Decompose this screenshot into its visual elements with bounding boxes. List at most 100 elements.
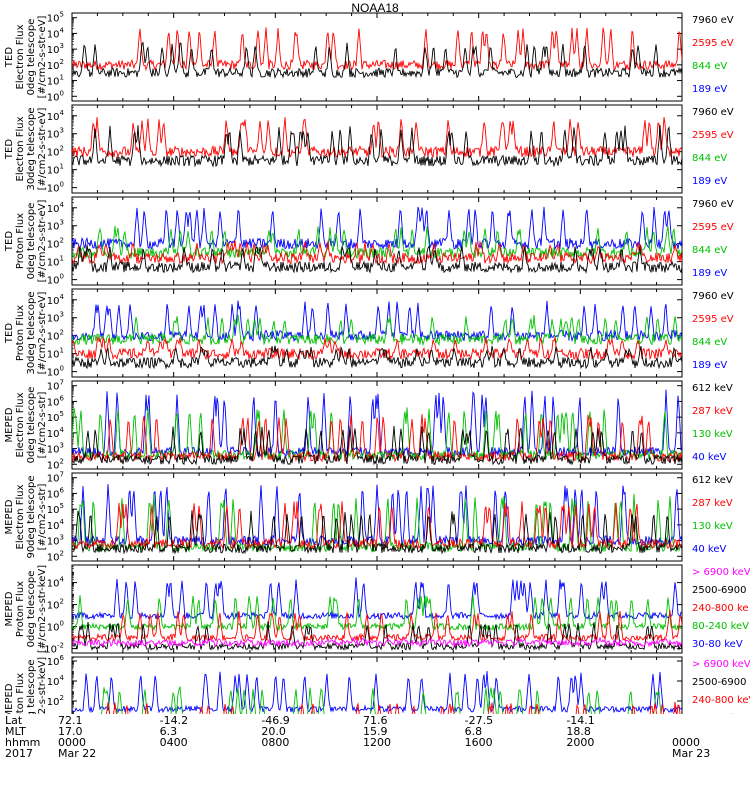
- y-tick-exponent: 4: [60, 576, 65, 584]
- series-line: [72, 493, 682, 553]
- y-tick-label: 106: [47, 394, 65, 408]
- y-axis-label-line: Proton Flux: [15, 213, 26, 269]
- y-axis-label-line: TED: [4, 139, 15, 160]
- series-line: [72, 244, 682, 275]
- y-tick-base: 10: [47, 204, 60, 215]
- y-tick-label: 105: [47, 11, 64, 25]
- series-line: [72, 41, 682, 79]
- y-tick-label: 106: [47, 486, 65, 500]
- y-tick-base: 10: [47, 166, 60, 177]
- y-tick-label: 104: [47, 576, 65, 590]
- series-line: [72, 577, 682, 621]
- y-axis-label: TEDElectron Flux0deg telescope[#/cm2-s-s…: [4, 16, 48, 99]
- footer-cell: 17.0: [58, 725, 83, 738]
- legend-entry: 7960 eV: [692, 107, 734, 118]
- series-line: [101, 686, 662, 714]
- y-axis-label-line: [#/cm2-s-str-eV]: [37, 108, 48, 191]
- y-tick-base: 10: [47, 258, 60, 269]
- y-tick-exponent: 3: [60, 442, 64, 450]
- y-tick-exponent: 1: [60, 74, 64, 82]
- y-tick-label: 100: [47, 181, 64, 195]
- series-line: [72, 425, 682, 466]
- footer-cell: 6.8: [464, 725, 483, 738]
- y-tick-label: 102: [47, 598, 64, 612]
- y-tick-exponent: 2: [60, 457, 64, 465]
- footer-row-hhmm: hhmm 0000 0400 0800 1200 1600 2000 0000: [0, 736, 750, 749]
- y-tick-exponent: 1: [60, 255, 64, 263]
- y-tick-exponent: 0: [60, 620, 64, 628]
- footer-cell: 15.9: [363, 725, 388, 738]
- y-tick-label: 107: [47, 379, 64, 393]
- y-axis-label-line: Proton Flux: [15, 305, 26, 361]
- y-tick-base: 10: [47, 657, 60, 668]
- y-tick-base: 10: [47, 623, 60, 634]
- footer-row-lat: Lat 72.1 -14.2 -46.9 71.6 -27.5 -14.1: [0, 714, 750, 727]
- y-axis-label-line: 90deg telescope: [26, 475, 37, 558]
- y-tick-label: 102: [47, 694, 64, 708]
- y-tick-base: 10: [47, 413, 60, 424]
- trace-group: [72, 27, 682, 79]
- y-tick-label: 104: [47, 293, 65, 307]
- y-tick-exponent: 6: [60, 394, 65, 402]
- series-line: [72, 27, 682, 72]
- y-axis-label-line: [#/cm2-s-str]: [37, 391, 48, 458]
- legend-entry: 287 keV: [692, 498, 733, 509]
- y-axis-label-line: Electron Flux: [15, 24, 26, 89]
- y-tick-label: 105: [47, 410, 64, 424]
- legend-entry: 189 eV: [692, 84, 727, 95]
- legend-entry: 612 keV: [692, 383, 733, 394]
- y-tick-base: 10: [47, 521, 60, 532]
- y-axis-label: TEDProton Flux0deg telescope[#/cm2-s-str…: [4, 200, 48, 283]
- y-axis-label-line: MEPED: [4, 499, 15, 534]
- y-tick-base: 10: [47, 489, 60, 500]
- trace-group: [72, 484, 682, 555]
- footer-cell: 0400: [159, 736, 188, 749]
- y-tick-label: 104: [47, 674, 65, 688]
- y-tick-label: 104: [47, 109, 65, 123]
- footer-cell: 1200: [363, 736, 391, 749]
- series-line: [72, 117, 682, 159]
- y-tick-exponent: 0: [60, 181, 64, 189]
- series-line: [72, 125, 682, 168]
- y-tick-exponent: -2: [57, 642, 64, 650]
- legend-entry: 80-240 keV: [692, 713, 749, 714]
- y-tick-base: 10: [47, 77, 60, 88]
- y-axis-label-line: Proton Flux: [15, 673, 26, 714]
- y-tick-label: 102: [47, 237, 64, 251]
- legend-entry: 2595 eV: [692, 222, 734, 233]
- y-tick-base: 10: [47, 148, 60, 159]
- legend-entry: 2595 eV: [692, 314, 734, 325]
- y-tick-exponent: 2: [60, 58, 64, 66]
- y-axis-label-line: Proton Flux: [15, 581, 26, 637]
- legend-entry: 80-240 keV: [692, 621, 749, 632]
- y-tick-base: 10: [47, 350, 60, 361]
- y-tick-label: 104: [47, 426, 65, 440]
- y-tick-label: 103: [47, 127, 64, 141]
- legend-entry: 189 eV: [692, 176, 727, 187]
- legend-entry: 240-800 ke: [692, 603, 749, 614]
- legend-entry: 844 eV: [692, 245, 727, 256]
- footer-row-date: 2017 Mar 22 Mar 23: [0, 747, 750, 760]
- legend-entry: 130 keV: [692, 429, 733, 440]
- y-axis-label: MEPEDElectron Flux0deg telescope[#/cm2-s…: [4, 387, 48, 464]
- y-tick-exponent: 2: [60, 598, 64, 606]
- panel-meped-proton-90deg: 10-2100102104106MEPEDProton Flux90deg te…: [4, 654, 750, 714]
- y-tick-label: 102: [47, 329, 64, 343]
- y-tick-base: 10: [47, 552, 60, 563]
- y-axis-label: MEPEDProton Flux90deg telescope[#/cm2-s-…: [4, 657, 48, 714]
- footer-cell: Mar 23: [672, 747, 711, 760]
- y-tick-label: 101: [47, 74, 64, 88]
- footer-cell: 1600: [464, 736, 493, 749]
- y-tick-base: 10: [47, 579, 60, 590]
- series-line: [72, 314, 682, 347]
- y-tick-label: 105: [47, 502, 64, 516]
- y-tick-exponent: 6: [60, 654, 65, 662]
- y-tick-exponent: 4: [60, 518, 65, 526]
- y-tick-exponent: 0: [60, 273, 64, 281]
- y-tick-label: 104: [47, 201, 65, 215]
- footer-row-header: MLT: [5, 725, 26, 738]
- trace-group: [72, 206, 682, 275]
- y-tick-label: 103: [47, 42, 64, 56]
- y-tick-exponent: 0: [60, 365, 64, 373]
